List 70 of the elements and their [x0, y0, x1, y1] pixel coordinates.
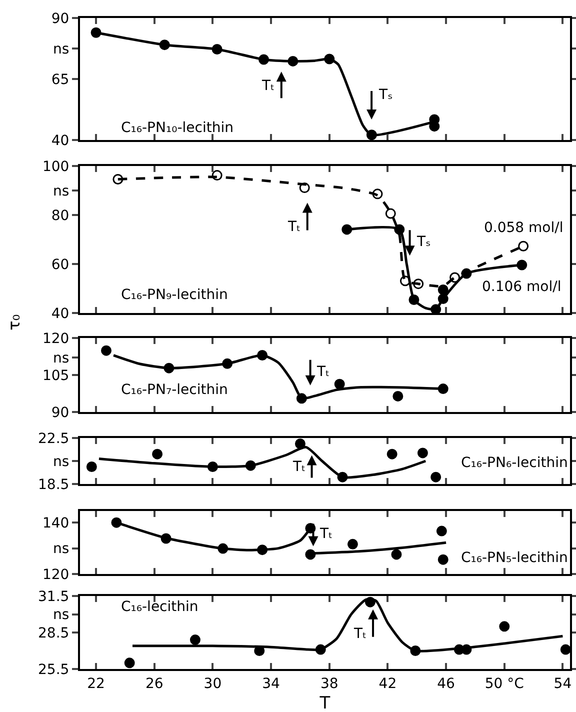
text: C₁₆-PN₇-lecithin [121, 382, 228, 398]
point [417, 448, 428, 459]
chart-title: C₁₆-lecithin [121, 599, 198, 615]
x-tick-label: 54 [554, 676, 572, 692]
y-tick-label: ns [53, 183, 70, 200]
x-tick-label: 38 [320, 676, 338, 692]
x-tick-label: 34 [262, 676, 280, 692]
y-tick-label: 80 [51, 208, 70, 224]
y-tick-label: 40 [51, 132, 70, 148]
series-label: 0.106 mol/l [482, 279, 562, 295]
annotation: Tₜ [287, 219, 301, 235]
point [334, 379, 345, 390]
text: C₁₆-PN₅-lecithin [461, 550, 568, 566]
point [86, 462, 97, 472]
point [190, 634, 200, 646]
y-tick-label: 18.5 [38, 477, 70, 494]
annotation: Tₜ [316, 364, 330, 380]
annotation: Tₜ [261, 78, 275, 94]
x-tick-label: 50 °C [484, 676, 524, 692]
y-tick-label: 31.5 [38, 588, 70, 605]
y-tick-label: 90 [51, 10, 70, 26]
point [152, 449, 163, 460]
y-tick-label: 22.5 [38, 431, 70, 448]
annotation: Tₜ [319, 526, 333, 542]
point [347, 538, 358, 549]
point [385, 208, 396, 219]
point [101, 346, 112, 356]
y-tick-label: ns [53, 540, 70, 557]
x-tick-label: 46 [437, 676, 456, 692]
x-tick-label: 26 [145, 676, 164, 692]
y-tick-label: 28.5 [38, 625, 70, 642]
y-tick-label: 25.5 [38, 662, 70, 678]
series-label: 0.058 mol/l [484, 220, 564, 236]
point [499, 621, 510, 632]
annotation: Tₛ [416, 234, 431, 250]
point [438, 284, 448, 295]
point [438, 554, 448, 564]
y-tick-label: ns [53, 454, 70, 470]
x-axis-title: T [318, 694, 331, 712]
y-tick-label: ns [53, 607, 70, 624]
y-tick-label: 90 [51, 405, 70, 422]
y-tick-label: 140 [42, 514, 70, 531]
y-tick-label: 105 [42, 368, 70, 384]
y-tick-label: 120 [42, 566, 70, 582]
annotation: Tₜ [292, 459, 306, 476]
point [430, 472, 442, 483]
y-tick-label: 100 [42, 158, 70, 175]
annotation: Tₛ [378, 86, 393, 103]
point [294, 438, 306, 450]
text: C₁₆-PN₁₀-lecithin [121, 120, 234, 136]
y-tick-label: 65 [51, 71, 70, 88]
x-tick-label: 30 [204, 676, 222, 692]
y-tick-label: ns [53, 40, 70, 57]
point [392, 391, 404, 402]
point [124, 658, 135, 668]
y-tick-label: 120 [42, 331, 70, 348]
text: C₁₆-PN₉-lecithin [121, 287, 228, 303]
point [560, 644, 570, 655]
point [436, 525, 447, 536]
point [386, 449, 398, 460]
annotation: Tₜ [353, 626, 367, 642]
y-axis-title: τ₀ [4, 314, 24, 330]
y-tick-label: 60 [51, 256, 70, 273]
text: C₁₆-PN₆-lecithin [461, 455, 568, 472]
point [518, 240, 529, 252]
x-tick-label: 22 [87, 676, 105, 692]
y-tick-label: 40 [51, 306, 70, 322]
point [391, 548, 402, 560]
y-tick-label: ns [53, 351, 70, 368]
x-tick-label: 42 [378, 676, 397, 692]
